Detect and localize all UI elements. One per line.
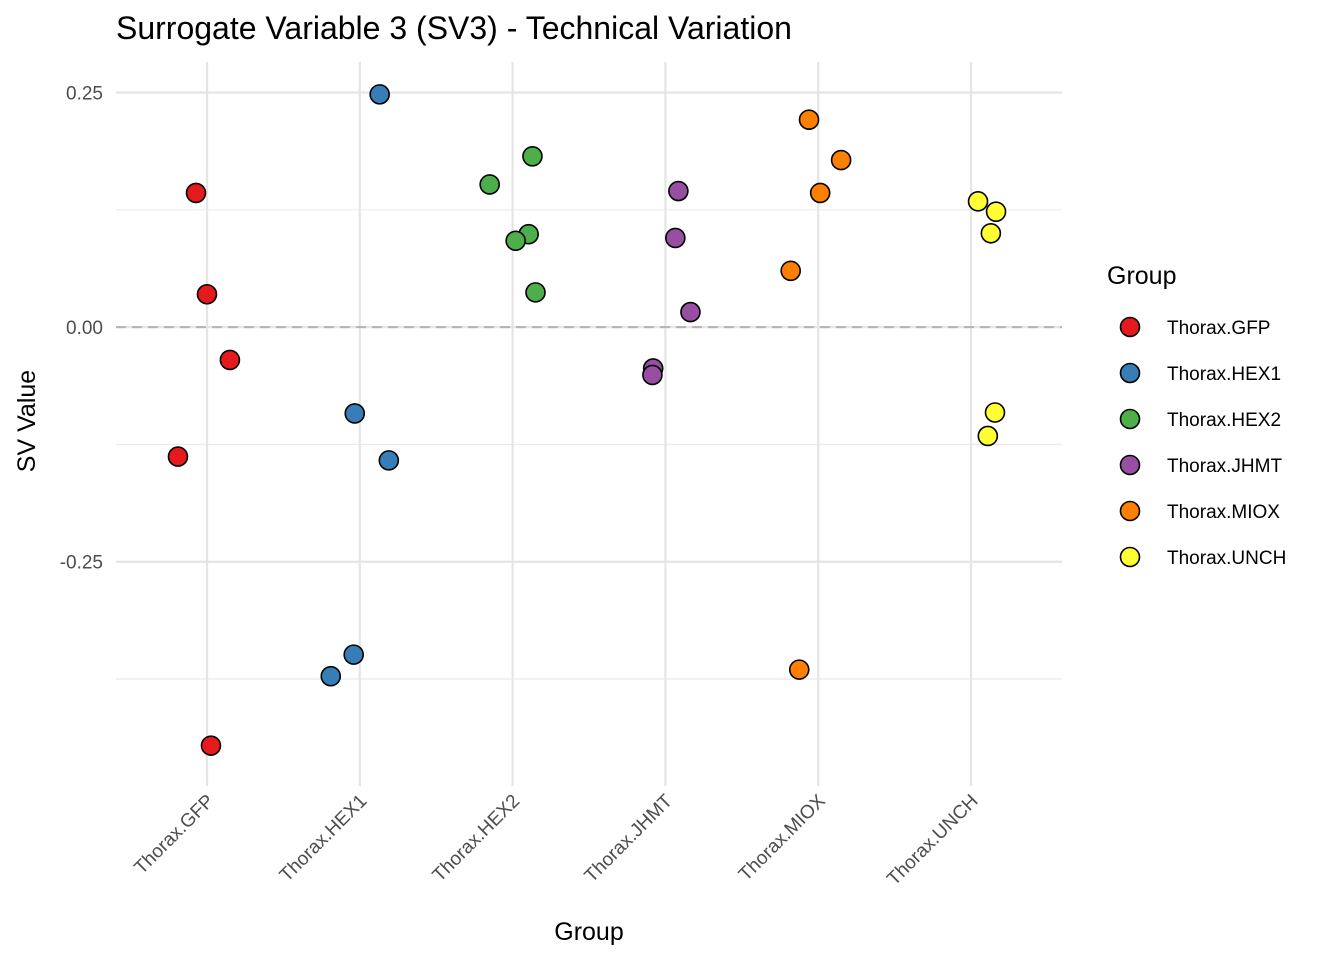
x-tick-label: Thorax.GFP [131, 791, 219, 879]
data-point [780, 260, 801, 282]
x-tick-label: Thorax.UNCH [883, 791, 982, 890]
x-tick-label: Thorax.JHMT [581, 790, 677, 886]
data-point [525, 282, 546, 303]
data-point [665, 227, 686, 249]
chart-title: Surrogate Variable 3 (SV3) - Technical V… [116, 10, 792, 46]
x-axis-label: Group [554, 918, 623, 946]
data-point [200, 735, 222, 756]
data-point [680, 301, 701, 323]
data-point [167, 446, 189, 467]
data-point [985, 201, 1007, 222]
data-point [505, 230, 526, 252]
legend-label: Thorax.HEX2 [1167, 410, 1281, 431]
legend-label: Thorax.MIOX [1167, 502, 1280, 523]
data-point [219, 349, 241, 371]
legend-label: Thorax.HEX1 [1167, 364, 1281, 385]
legend-key [1119, 546, 1141, 568]
data-point [343, 644, 364, 665]
x-tick-label: Thorax.MIOX [735, 790, 830, 885]
data-point [788, 659, 810, 680]
data-point [196, 283, 218, 305]
data-point [522, 146, 543, 167]
x-tick-label: Thorax.HEX1 [276, 791, 371, 886]
data-point [967, 191, 989, 212]
y-tick-label: -0.25 [60, 553, 103, 574]
legend-label: Thorax.GFP [1167, 318, 1270, 339]
legend-key [1119, 500, 1141, 522]
y-axis-label: SV Value [13, 370, 41, 472]
data-point [798, 109, 820, 131]
grid [116, 62, 1062, 786]
data-point [369, 84, 390, 105]
data-point [809, 182, 831, 204]
legend-key [1119, 316, 1141, 338]
legend-key [1119, 362, 1141, 384]
y-tick-label: 0.00 [66, 318, 103, 339]
x-tick-label: Thorax.HEX2 [429, 791, 524, 886]
legend-title: Group [1107, 262, 1176, 290]
data-point [344, 403, 366, 424]
data-point [984, 402, 1006, 423]
data-point [830, 149, 852, 171]
legend-key [1119, 408, 1141, 430]
legend-label: Thorax.UNCH [1167, 548, 1286, 569]
data-point [977, 425, 999, 447]
data-point [185, 182, 207, 204]
legend-label: Thorax.JHMT [1167, 456, 1282, 477]
data-point [668, 180, 689, 202]
y-axis-ticks: 0.25 0.00 -0.25 [60, 83, 103, 573]
data-point [320, 665, 342, 687]
data-points [167, 84, 1007, 756]
y-tick-label: 0.25 [66, 83, 103, 104]
data-point [479, 174, 500, 195]
x-axis-ticks: Thorax.GFP Thorax.HEX1 Thorax.HEX2 Thorax.J… [131, 790, 983, 889]
legend: Group Thorax.GFP Thorax.HEX1 Thorax.HEX2 Th… [1107, 262, 1286, 569]
data-point [642, 364, 663, 386]
data-point [378, 450, 400, 471]
data-point [980, 222, 1002, 244]
legend-key [1119, 454, 1141, 476]
